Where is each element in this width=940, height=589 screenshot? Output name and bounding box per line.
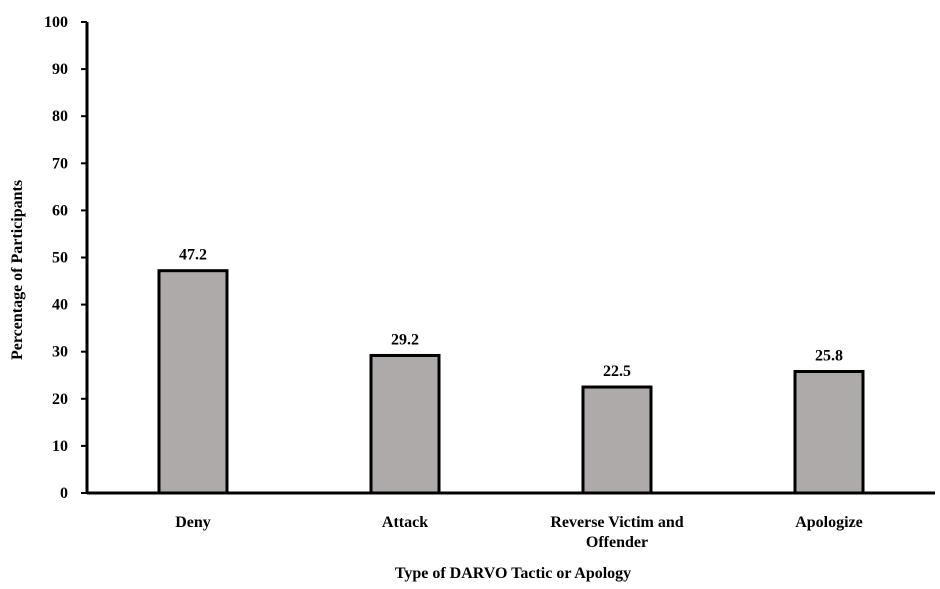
y-tick-label: 70 (52, 155, 68, 172)
category-label-line: Offender (586, 534, 648, 551)
y-tick-label: 10 (52, 438, 68, 455)
y-tick-label: 90 (52, 61, 68, 78)
y-ticks: 0 10 20 30 40 50 60 70 80 90 100 (44, 14, 87, 502)
category-label-line: Apologize (795, 514, 863, 531)
category-label: Attack (382, 514, 428, 531)
category-label-line: Deny (175, 514, 211, 531)
category-label: Reverse Victim and Offender (550, 514, 683, 551)
category-label-line: Reverse Victim and (550, 514, 683, 531)
y-tick-label: 0 (60, 485, 68, 502)
y-tick-label: 40 (52, 297, 68, 314)
bar-attack (369, 353, 441, 495)
bars (157, 269, 865, 495)
data-label: 25.8 (815, 347, 843, 364)
data-label: 22.5 (603, 363, 631, 380)
y-axis-label: Percentage of Participants (9, 180, 26, 360)
bar-deny (157, 269, 229, 495)
y-tick-label: 30 (52, 344, 68, 361)
y-tick-label: 60 (52, 202, 68, 219)
category-label: Apologize (795, 514, 863, 531)
bar-apologize (793, 369, 865, 495)
data-labels: 47.2 29.2 22.5 25.8 (179, 247, 843, 380)
bar-reverse-victim-and-offender (581, 385, 653, 495)
y-tick-label: 80 (52, 108, 68, 125)
category-labels: Deny Attack Reverse Victim and Offender Apol… (175, 514, 863, 551)
x-axis-label: Type of DARVO Tactic or Apology (395, 565, 631, 582)
category-label-line: Attack (382, 514, 428, 531)
data-label: 47.2 (179, 247, 207, 264)
y-tick-label: 100 (44, 14, 68, 31)
y-tick-label: 20 (52, 391, 68, 408)
y-tick-label: 50 (52, 250, 68, 267)
data-label: 29.2 (391, 331, 419, 348)
category-label: Deny (175, 514, 211, 531)
